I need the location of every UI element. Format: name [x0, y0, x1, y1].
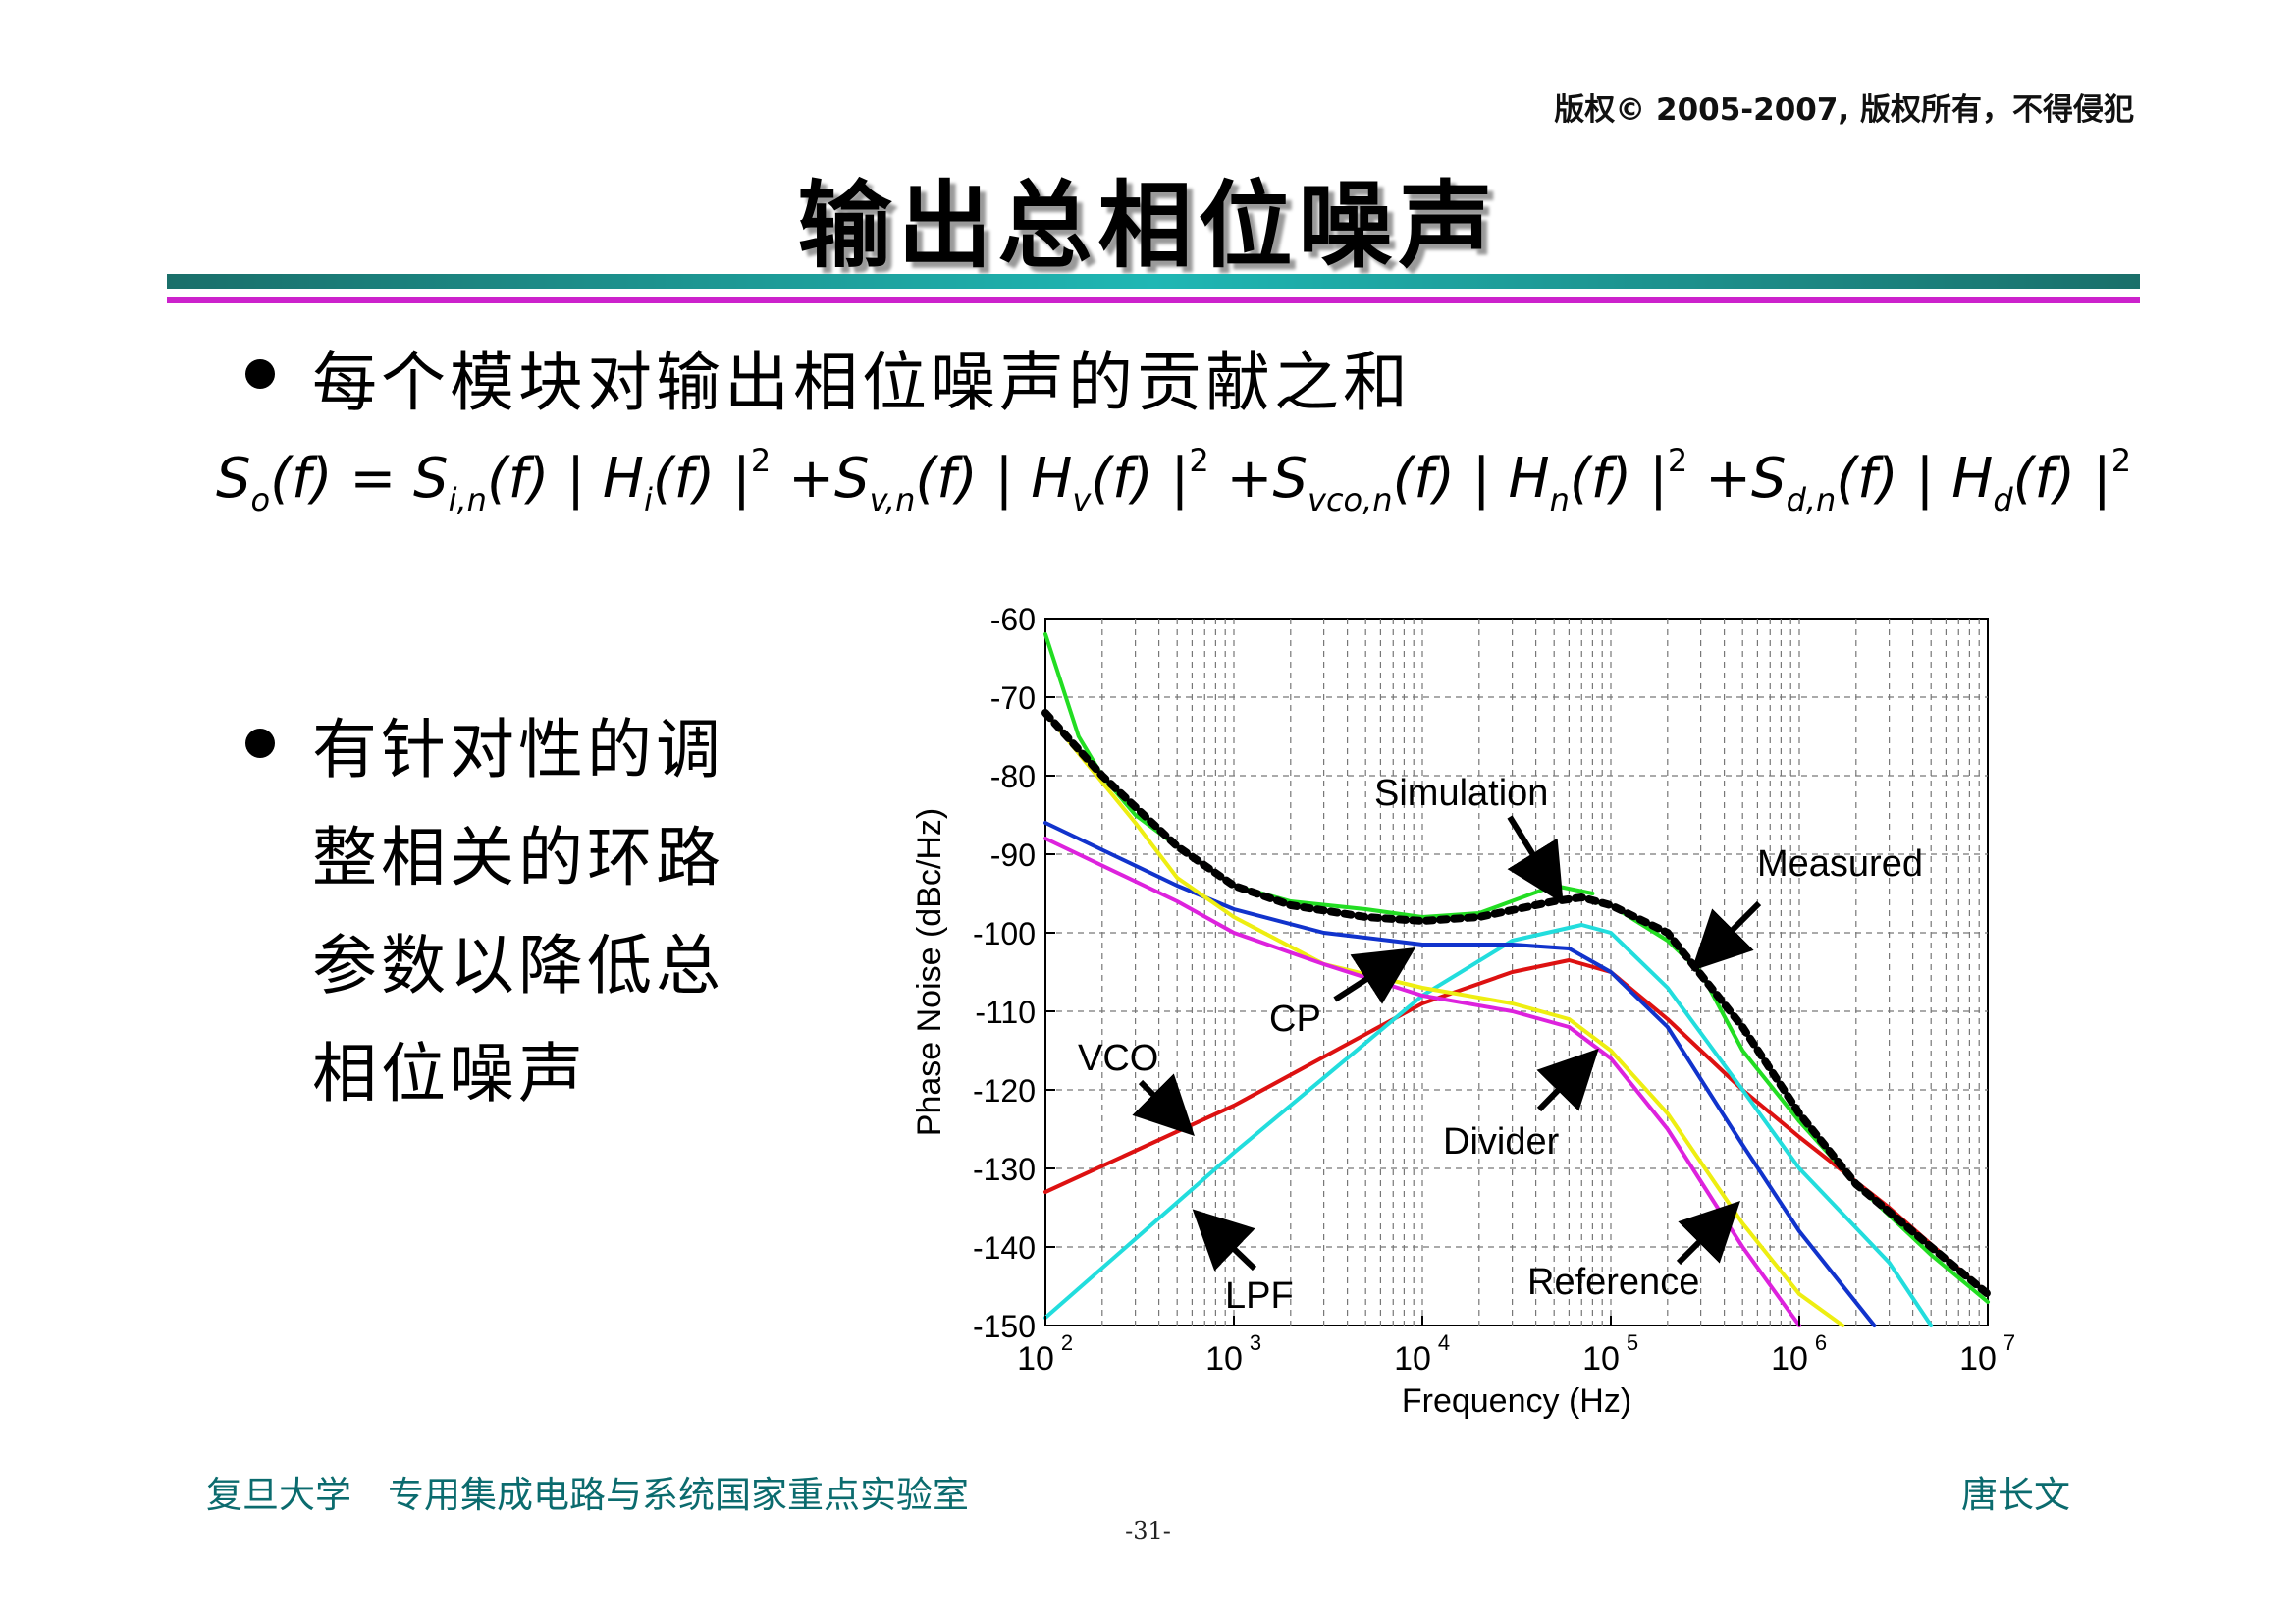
footer-author: 唐长文	[1961, 1474, 2070, 1516]
bullet-1-text: 每个模块对输出相位噪声的贡献之和	[312, 345, 1412, 420]
annotation-measured: Measured	[1691, 843, 1923, 971]
title-divider-teal	[167, 274, 2140, 289]
y-tick-label: -100	[973, 916, 1036, 951]
annotation-measured-label: Measured	[1757, 843, 1923, 885]
arrow-measured	[1691, 900, 1762, 971]
x-tick-exponent: 2	[1061, 1330, 1073, 1355]
noise-formula: So(f) = Si,n(f) | Hi(f) |2 +Sv,n(f) | Hv…	[216, 442, 2132, 518]
x-axis-label: Frequency (Hz)	[1402, 1382, 1631, 1420]
arrow-cp	[1333, 947, 1416, 1004]
x-tick-label: 10	[1017, 1340, 1054, 1378]
series-divider-line	[1043, 711, 1845, 1327]
footer-institution: 复旦大学 专用集成电路与系统国家重点实验室	[206, 1474, 969, 1516]
series-lpf-line	[1043, 923, 1934, 1327]
page-number: -31-	[1125, 1517, 1171, 1544]
bullet-dot-2	[245, 729, 275, 758]
x-tick-exponent: 5	[1627, 1330, 1638, 1355]
x-tick-exponent: 7	[2003, 1330, 2015, 1355]
annotation-reference-label: Reference	[1527, 1262, 1699, 1303]
arrow-lpf	[1192, 1209, 1257, 1272]
series-cp-line	[1043, 821, 1877, 1327]
y-tick-label: -80	[990, 759, 1036, 794]
y-tick-label: -140	[973, 1230, 1036, 1266]
x-tick-exponent: 3	[1250, 1330, 1261, 1355]
bullet-2-line-3: 参数以降低总	[312, 928, 724, 1003]
x-tick-label: 10	[1205, 1340, 1243, 1378]
x-tick-exponent: 4	[1438, 1330, 1450, 1355]
x-tick-label: 10	[1959, 1340, 1997, 1378]
arrow-simulation	[1507, 815, 1564, 904]
arrow-reference	[1676, 1201, 1740, 1266]
y-tick-label: -70	[990, 680, 1036, 716]
bullet-2-line-1: 有针对性的调	[312, 712, 724, 787]
annotation-divider-label: Divider	[1443, 1121, 1560, 1163]
y-tick-label: -110	[975, 995, 1036, 1030]
annotation-simulation-label: Simulation	[1374, 773, 1548, 814]
x-tick-label: 10	[1582, 1340, 1620, 1378]
title-divider-magenta	[167, 297, 2140, 303]
x-axis-ticks: 10 2 10 3 10 4 10 5 10 6 10 7	[1017, 1316, 2015, 1378]
annotation-vco-label: VCO	[1078, 1038, 1158, 1079]
y-tick-label: -150	[973, 1309, 1036, 1344]
y-axis-label: Phase Noise (dBc/Hz)	[911, 808, 948, 1136]
bullet-2-line-2: 整相关的环路	[312, 820, 724, 895]
x-tick-exponent: 6	[1815, 1330, 1827, 1355]
x-tick-label: 10	[1394, 1340, 1431, 1378]
annotation-cp-label: CP	[1269, 999, 1321, 1040]
annotation-vco: VCO	[1078, 1038, 1195, 1136]
slide-title: 输出总相位噪声	[797, 170, 1499, 281]
y-tick-label: -90	[990, 838, 1036, 873]
y-tick-label: -130	[973, 1152, 1036, 1187]
arrow-divider	[1536, 1048, 1599, 1112]
annotation-divider: Divider	[1443, 1048, 1599, 1163]
y-axis-ticks: -60 -70 -80 -90 -100 -110 -120 -130 -140 -150	[973, 602, 1055, 1344]
x-tick-label: 10	[1771, 1340, 1808, 1378]
arrow-vco	[1132, 1073, 1195, 1136]
annotation-lpf-label: LPF	[1225, 1275, 1294, 1317]
copyright-notice: 版权© 2005-2007, 版权所有，不得侵犯	[1554, 92, 2134, 128]
phase-noise-chart: -60 -70 -80 -90 -100 -110 -120 -130 -140 -150 10 2…	[911, 602, 2015, 1420]
annotation-cp: CP	[1269, 947, 1416, 1040]
y-tick-label: -60	[990, 602, 1036, 637]
bullet-dot-1	[245, 359, 275, 389]
series-reference-line	[1043, 837, 1801, 1327]
annotation-simulation: Simulation	[1374, 773, 1564, 904]
annotation-lpf: LPF	[1192, 1209, 1294, 1317]
y-tick-label: -120	[973, 1073, 1036, 1109]
chart-curves	[1041, 632, 1992, 1327]
annotation-reference: Reference	[1527, 1201, 1740, 1303]
bullet-2-line-4: 相位噪声	[312, 1036, 587, 1111]
